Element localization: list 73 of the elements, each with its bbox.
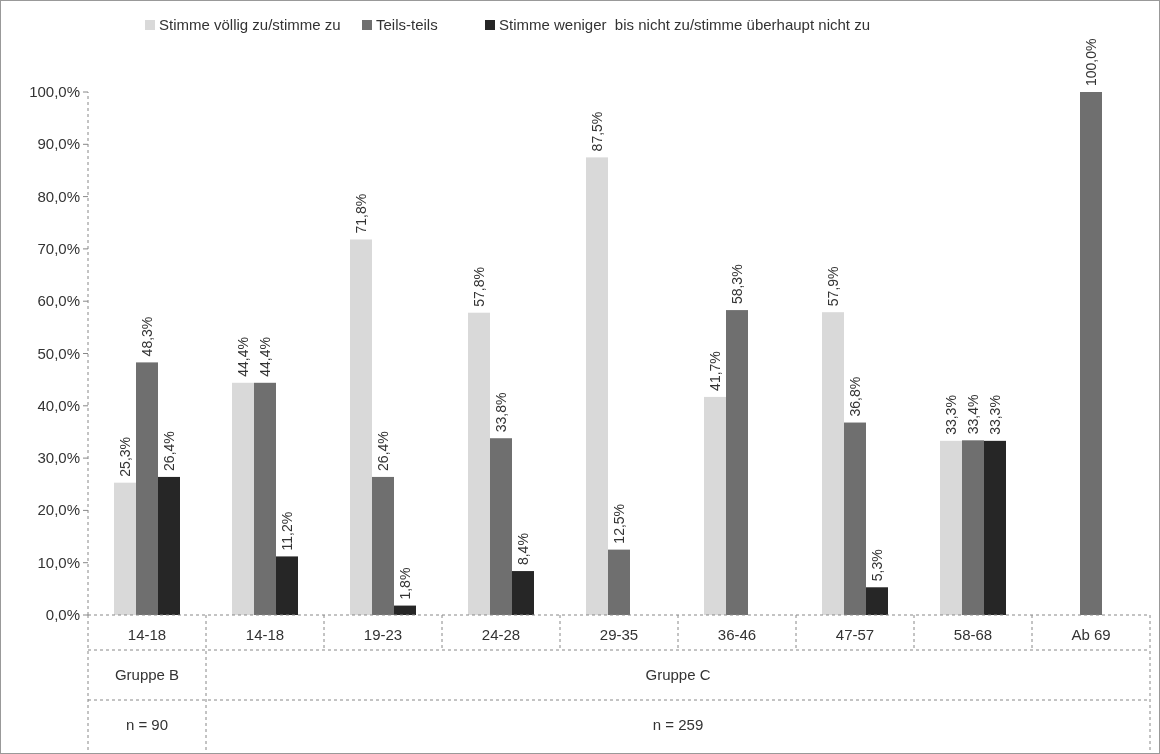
- data-label: 36,8%: [847, 376, 863, 417]
- data-label: 26,4%: [161, 431, 177, 471]
- bar: [608, 549, 630, 615]
- text: n = 90: [125, 716, 169, 733]
- bar: [114, 482, 136, 615]
- x-tick-label: 14-18: [127, 626, 167, 643]
- y-tick-label: 100,0%: [29, 83, 80, 100]
- bar: [726, 310, 748, 615]
- x-tick-label: 24-28: [481, 626, 521, 643]
- data-label: 33,3%: [987, 395, 1003, 435]
- y-tick-label: 70,0%: [37, 239, 80, 257]
- bar: [232, 382, 254, 615]
- data-label: 44,4%: [257, 337, 273, 377]
- data-label: 33,3%: [943, 395, 959, 435]
- x-tick-label: 36-46: [717, 626, 757, 643]
- y-tick-label: 20,0%: [37, 501, 80, 519]
- data-label: 100,0%: [1083, 38, 1099, 86]
- data-label: 58,3%: [729, 264, 745, 305]
- text: n = 259: [652, 716, 704, 733]
- data-label: 57,9%: [825, 266, 841, 307]
- data-label: 87,5%: [589, 111, 605, 152]
- data-label: 25,3%: [117, 436, 133, 477]
- x-tick-label: 19-23: [363, 626, 403, 643]
- data-label: 71,8%: [353, 193, 369, 234]
- data-label: 12,5%: [611, 503, 627, 544]
- data-label: 5,3%: [869, 549, 885, 582]
- bar: [158, 476, 180, 615]
- x-tick-label: Ab 69: [1071, 626, 1111, 643]
- bar: [394, 605, 416, 615]
- data-label: 26,4%: [375, 431, 391, 471]
- bar: [844, 422, 866, 615]
- y-tick-label: 10,0%: [37, 553, 80, 571]
- data-label: 1,8%: [397, 567, 413, 600]
- data-label: 8,4%: [515, 533, 531, 566]
- y-tick-label: 80,0%: [37, 187, 80, 205]
- text: Gruppe B: [114, 666, 180, 683]
- data-label: 44,4%: [235, 337, 251, 377]
- bar: [350, 239, 372, 615]
- x-tick-label: 47-57: [835, 626, 875, 643]
- bar: [704, 396, 726, 615]
- y-tick-label: 50,0%: [37, 344, 80, 362]
- data-label: 57,8%: [471, 267, 487, 307]
- bar: [984, 440, 1006, 615]
- y-tick-label: 30,0%: [37, 449, 80, 467]
- bar: [512, 571, 534, 615]
- data-label: 33,8%: [493, 392, 509, 433]
- data-label: 11,2%: [279, 511, 295, 551]
- x-tick-label: 14-18: [245, 626, 285, 643]
- legend-label: Stimme völlig zu/stimme zu: [159, 16, 341, 33]
- y-tick-label: 90,0%: [37, 135, 80, 153]
- bar: [254, 382, 276, 615]
- y-tick-label: 60,0%: [37, 292, 80, 310]
- x-tick-label: 29-35: [599, 626, 639, 643]
- bar: [372, 476, 394, 615]
- data-label: 48,3%: [139, 316, 155, 357]
- x-tick-label: 58-68: [953, 626, 993, 643]
- bar: [468, 312, 490, 615]
- bar: [490, 438, 512, 615]
- y-tick-label: 40,0%: [37, 396, 80, 414]
- bar: [276, 556, 298, 615]
- y-tick-label: 0,0%: [45, 606, 80, 623]
- data-label: 41,7%: [707, 351, 723, 391]
- bar: [940, 440, 962, 615]
- bar: [136, 362, 158, 615]
- bar: [962, 440, 984, 615]
- bar: [866, 587, 888, 615]
- legend-label: Teils-teils: [376, 16, 438, 33]
- legend-label: Stimme weniger bis nicht zu/stimme überhaupt nicht zu: [499, 16, 870, 33]
- bar: [586, 157, 608, 615]
- bar: [822, 312, 844, 615]
- text: Gruppe C: [645, 666, 711, 683]
- data-label: 33,4%: [965, 394, 981, 435]
- bar: [1080, 92, 1102, 615]
